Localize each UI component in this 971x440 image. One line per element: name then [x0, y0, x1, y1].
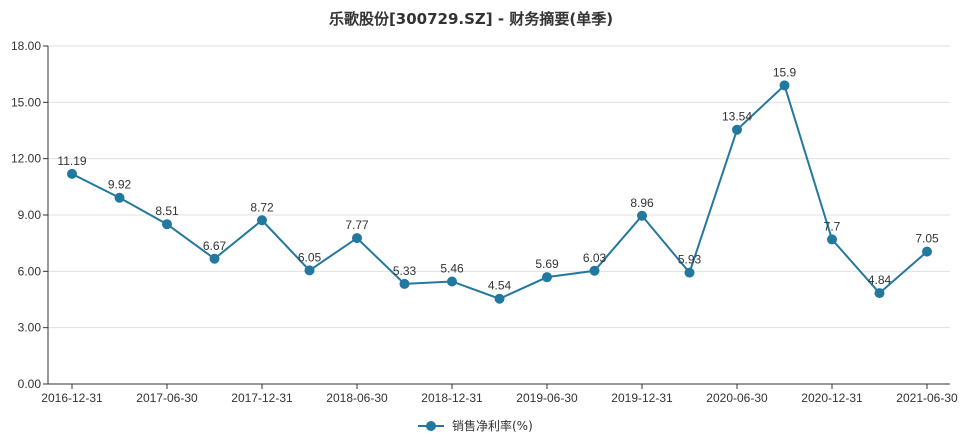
data-point[interactable] — [209, 253, 220, 264]
series-line — [71, 83, 928, 300]
data-point[interactable] — [257, 215, 267, 226]
data-label: 8.51 — [155, 204, 179, 218]
y-axis: 0.00 3.00 6.00 9.00 12.00 15.00 18.00 — [11, 39, 49, 391]
data-label: 15.9 — [773, 65, 797, 79]
series-layer: 11.19 9.92 8.51 6.67 8.72 6.05 7.77 5.33 5.46 4.5… — [57, 65, 939, 304]
data-label: 13.54 — [722, 110, 752, 124]
y-tick-label: 0.00 — [18, 377, 42, 391]
data-point[interactable] — [827, 234, 837, 245]
x-tick-label: 2018-06-30 — [326, 391, 388, 405]
legend[interactable]: 销售净利率(%) — [418, 418, 533, 433]
data-point[interactable] — [447, 276, 457, 287]
data-point[interactable] — [637, 210, 647, 221]
data-label: 6.67 — [203, 239, 227, 253]
data-label: 4.84 — [868, 273, 892, 287]
x-tick-label: 2020-06-30 — [706, 391, 768, 405]
x-tick-label: 2019-12-31 — [611, 391, 673, 405]
data-point[interactable] — [304, 265, 315, 276]
y-tick-label: 6.00 — [18, 264, 42, 278]
data-label: 8.72 — [250, 200, 274, 214]
x-tick-label: 2019-06-30 — [516, 391, 578, 405]
x-tick-label: 2018-12-31 — [421, 391, 483, 405]
y-tick-label: 12.00 — [11, 152, 41, 166]
data-label: 5.46 — [440, 261, 464, 275]
data-point[interactable] — [684, 267, 695, 278]
data-label: 7.77 — [345, 218, 369, 232]
data-point[interactable] — [542, 272, 552, 283]
x-tick-label: 2016-12-31 — [41, 391, 103, 405]
y-tick-label: 15.00 — [11, 95, 41, 109]
data-label: 4.54 — [488, 279, 512, 293]
chart-title: 乐歌股份[300729.SZ] - 财务摘要(单季) — [329, 10, 613, 28]
data-label: 6.03 — [583, 251, 607, 265]
y-tick-label: 9.00 — [18, 208, 42, 222]
data-point[interactable] — [779, 80, 790, 91]
legend-label: 销售净利率(%) — [452, 418, 533, 433]
y-tick-label: 18.00 — [11, 39, 41, 53]
grid-lines — [48, 45, 950, 385]
x-axis: 2016-12-31 2017-06-30 2017-12-31 2018-06-30… — [41, 383, 958, 405]
data-point[interactable] — [589, 265, 600, 276]
data-label: 7.05 — [915, 232, 939, 246]
data-label: 8.96 — [630, 196, 654, 210]
data-label: 5.69 — [535, 257, 559, 271]
data-point[interactable] — [874, 288, 885, 299]
data-point[interactable] — [162, 219, 172, 230]
x-tick-label: 2017-06-30 — [136, 391, 198, 405]
y-tick-label: 3.00 — [18, 321, 42, 335]
data-point[interactable] — [494, 293, 505, 304]
x-tick-label: 2017-12-31 — [231, 391, 293, 405]
data-point[interactable] — [352, 233, 362, 244]
data-label: 7.7 — [824, 219, 841, 233]
data-point[interactable] — [399, 278, 410, 289]
x-tick-label: 2020-12-31 — [801, 391, 863, 405]
data-label: 9.92 — [108, 178, 132, 192]
data-label: 11.19 — [57, 154, 86, 168]
data-point[interactable] — [114, 192, 125, 203]
data-point[interactable] — [67, 168, 77, 179]
data-point[interactable] — [732, 124, 742, 135]
x-tick-label: 2021-06-30 — [896, 391, 958, 405]
data-label: 6.05 — [298, 250, 322, 264]
data-point[interactable] — [922, 246, 932, 257]
data-label: 5.33 — [393, 264, 417, 278]
legend-dot-marker — [426, 421, 436, 431]
data-label: 5.93 — [678, 253, 702, 267]
